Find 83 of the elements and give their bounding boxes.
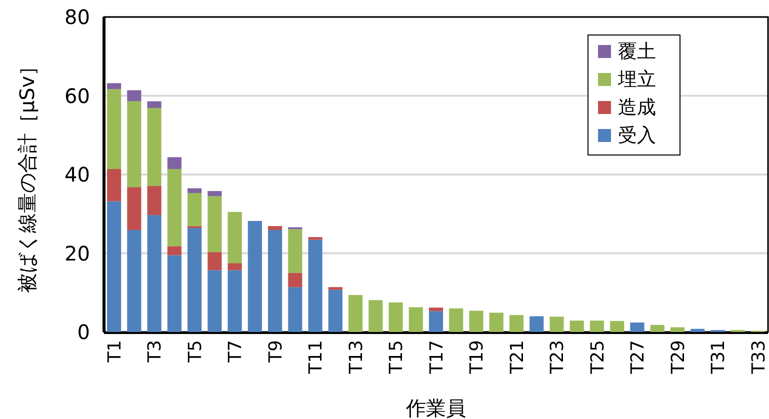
legend-label: 埋立 <box>617 68 656 91</box>
bar <box>107 89 122 169</box>
bar <box>368 300 383 332</box>
bar <box>388 302 403 332</box>
bar <box>690 328 705 332</box>
bar <box>308 237 322 240</box>
x-tick-label: T7 <box>225 340 246 364</box>
bar <box>127 101 142 188</box>
bar <box>428 308 444 312</box>
x-tick-label: T17 <box>426 340 448 375</box>
bar <box>590 320 604 332</box>
bar <box>348 294 363 332</box>
bar <box>228 270 242 332</box>
bar <box>107 168 122 202</box>
bar <box>188 193 202 226</box>
bar <box>147 101 162 108</box>
bar <box>228 263 242 270</box>
y-tick-label: 0 <box>77 320 90 344</box>
bar <box>530 316 544 332</box>
bar <box>147 186 162 216</box>
bar <box>107 83 122 90</box>
bar <box>127 230 142 332</box>
bar <box>328 287 342 290</box>
x-tick-label: T21 <box>506 340 528 375</box>
bar <box>288 229 302 273</box>
x-tick-label: T3 <box>144 340 166 364</box>
x-tick-label: T31 <box>708 340 729 375</box>
legend-label: 受入 <box>618 124 656 147</box>
bar <box>288 287 302 332</box>
bar <box>489 312 504 332</box>
bar <box>308 240 322 332</box>
y-tick-label: 20 <box>64 241 90 266</box>
bar <box>428 311 444 332</box>
bar <box>328 290 342 332</box>
x-tick-label: T13 <box>346 340 367 375</box>
bar <box>127 90 142 102</box>
bar <box>188 188 202 194</box>
x-tick-label: T33 <box>748 340 769 375</box>
bar <box>630 322 644 332</box>
bar <box>147 108 162 186</box>
bar <box>188 228 202 332</box>
bar <box>268 230 282 332</box>
x-tick-label: T29 <box>668 340 689 375</box>
bar <box>288 272 302 288</box>
bar <box>670 327 684 332</box>
bar <box>147 215 162 332</box>
bar <box>127 187 142 230</box>
y-axis-title: 被ばく線量の合計［μSv］ <box>15 56 39 294</box>
bar <box>610 320 624 332</box>
bar <box>167 246 182 256</box>
bar <box>208 252 222 270</box>
bar <box>550 316 564 332</box>
x-tick-label: T25 <box>587 340 608 375</box>
x-axis-title: 作業員 <box>405 396 466 419</box>
bar <box>469 310 484 332</box>
bar <box>208 270 222 332</box>
bar <box>208 191 222 196</box>
bar <box>268 226 282 230</box>
x-tick-label: T15 <box>386 340 408 375</box>
legend-label: 覆土 <box>618 40 656 63</box>
bar <box>509 315 524 332</box>
x-tick-label: T23 <box>547 340 568 375</box>
x-tick-label: T27 <box>628 340 649 375</box>
y-tick-label: 40 <box>64 162 90 186</box>
x-tick-label: T9 <box>265 340 286 364</box>
bar <box>570 320 584 332</box>
x-tick-label: T1 <box>104 340 126 364</box>
bar <box>167 255 182 332</box>
bar <box>167 168 182 246</box>
bar <box>408 307 423 332</box>
y-tick-label: 80 <box>64 5 90 29</box>
x-tick-label: T5 <box>184 340 206 364</box>
x-tick-label: T11 <box>306 340 327 375</box>
bar <box>228 212 242 264</box>
bar <box>449 308 464 332</box>
bar <box>650 324 664 332</box>
bar <box>107 201 122 332</box>
legend-label: 造成 <box>618 96 656 119</box>
bar <box>167 157 182 169</box>
bar <box>208 196 222 252</box>
x-tick-label: T19 <box>466 340 488 375</box>
bar <box>248 220 262 332</box>
y-tick-label: 60 <box>64 84 90 108</box>
